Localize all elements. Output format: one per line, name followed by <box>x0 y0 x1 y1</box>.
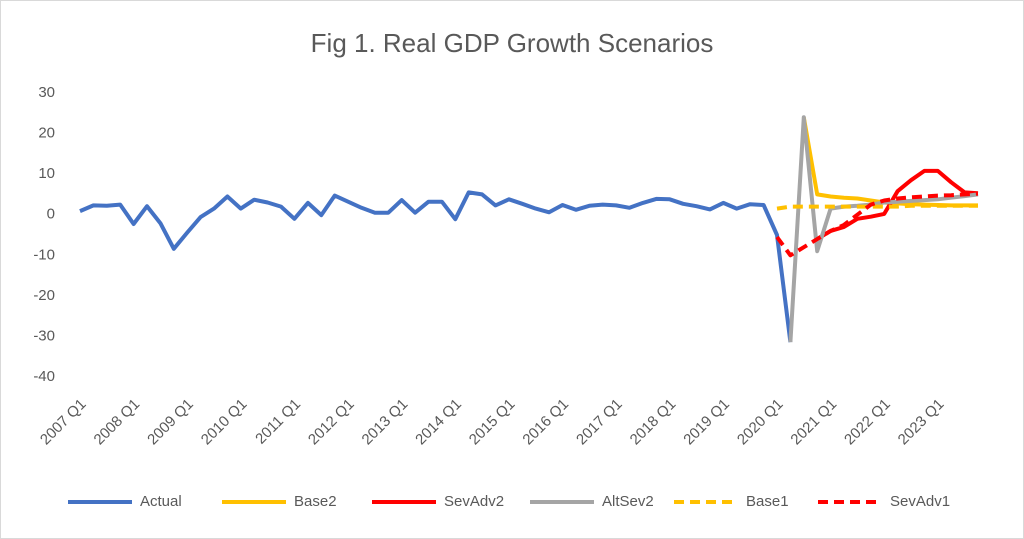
y-tick-label: -10 <box>33 246 55 263</box>
legend-label: SevAdv2 <box>444 493 504 510</box>
series-line <box>775 191 979 258</box>
y-tick-label: 10 <box>38 165 55 182</box>
legend-label: AltSev2 <box>602 493 654 510</box>
y-tick-label: 30 <box>38 84 55 101</box>
y-tick-label: -40 <box>33 368 55 385</box>
y-tick-label: 20 <box>38 125 55 142</box>
legend-label: SevAdv1 <box>890 493 950 510</box>
y-tick-label: -30 <box>33 327 55 344</box>
series-line <box>776 203 978 211</box>
legend-label: Base2 <box>294 493 337 510</box>
y-tick-label: -20 <box>33 287 55 304</box>
legend-label: Actual <box>140 493 182 510</box>
chart-title: Fig 1. Real GDP Growth Scenarios <box>311 28 714 58</box>
y-tick-label: 0 <box>47 206 55 223</box>
legend-label: Base1 <box>746 493 789 510</box>
series-line <box>79 190 793 343</box>
